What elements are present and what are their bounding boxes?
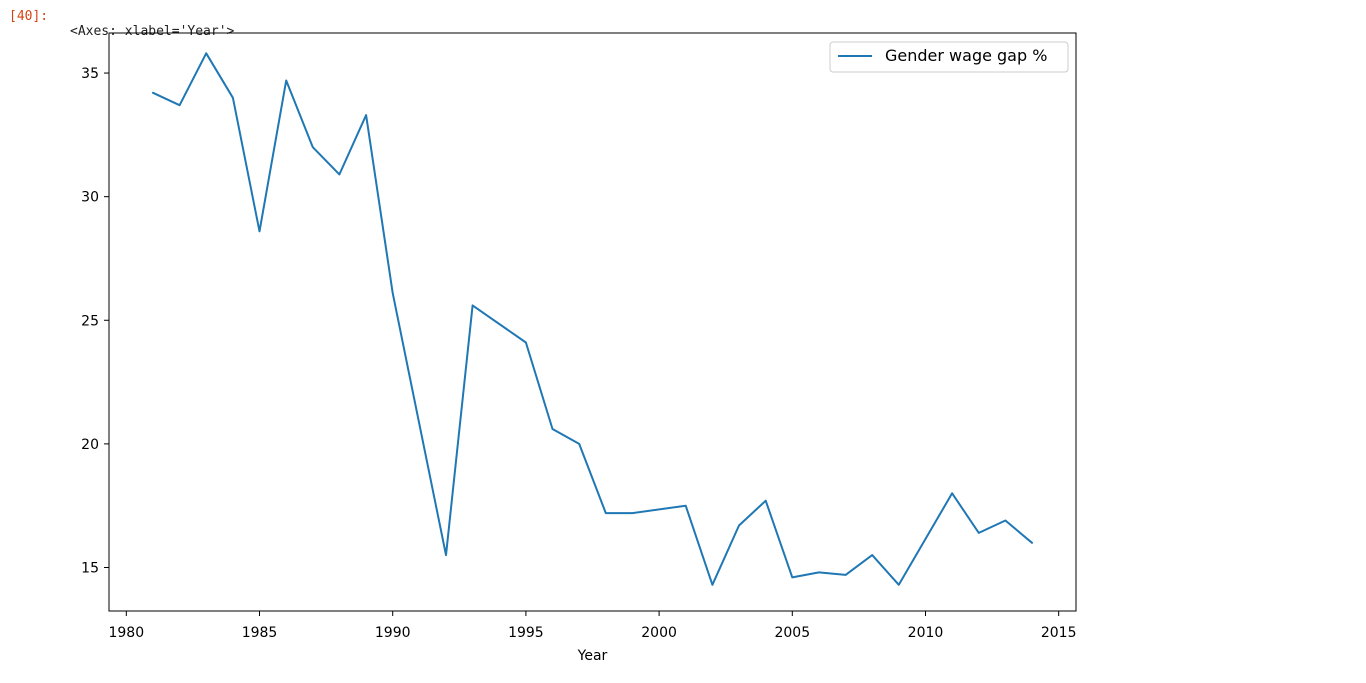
x-tick-label: 1985 xyxy=(242,625,278,641)
x-tick-label: 2005 xyxy=(774,625,810,641)
output-repr: <Axes: xlabel='Year'> xyxy=(70,24,235,39)
x-tick-label: 2010 xyxy=(908,625,944,641)
y-tick-label: 35 xyxy=(81,66,99,82)
execution-prompt: [40]: xyxy=(9,9,49,24)
x-tick-label: 1990 xyxy=(375,625,411,641)
cell-output-header: [40]: <Axes: xlabel='Year'> xyxy=(0,0,234,39)
x-axis-label: Year xyxy=(577,648,608,664)
axes-frame xyxy=(108,32,1077,612)
y-tick-label: 30 xyxy=(81,190,99,206)
y-tick-label: 20 xyxy=(81,437,99,453)
legend-label: Gender wage gap % xyxy=(885,46,1047,65)
series-line xyxy=(152,52,1033,586)
y-tick-label: 25 xyxy=(81,313,99,329)
x-tick-label: 2015 xyxy=(1041,625,1077,641)
x-tick-label: 1980 xyxy=(108,625,144,641)
y-tick-label: 15 xyxy=(81,560,99,576)
legend: Gender wage gap % xyxy=(829,41,1069,73)
legend-box xyxy=(829,41,1069,73)
x-tick-label: 1995 xyxy=(508,625,544,641)
y-axis-ticks: 15 20 25 30 35 xyxy=(81,66,109,576)
x-axis-ticks: 1980 1985 1990 1995 2000 2005 2010 2015 xyxy=(108,611,1077,641)
x-tick-label: 2000 xyxy=(641,625,677,641)
